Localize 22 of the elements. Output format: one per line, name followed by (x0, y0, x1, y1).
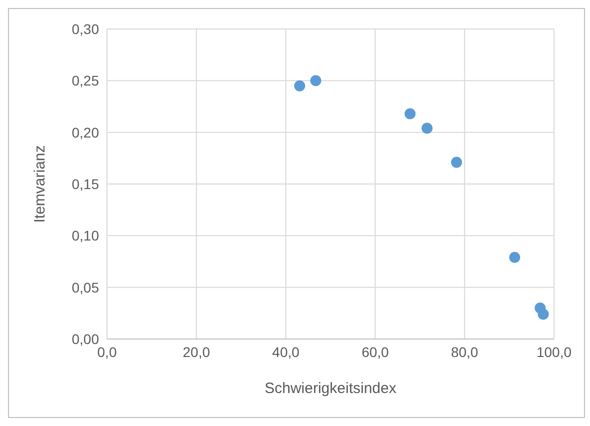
y-axis-title: Itemvarianz (31, 145, 48, 223)
x-tick-label: 40,0 (272, 344, 300, 360)
x-tick-label: 60,0 (362, 344, 390, 360)
point (451, 156, 462, 168)
x-axis-title: Schwierigkeitsindex (264, 380, 397, 397)
y-tick-label: 0,30 (72, 20, 100, 37)
point (404, 108, 416, 120)
y-tick-label: 0,15 (72, 176, 100, 192)
y-tick-label: 0,10 (72, 228, 100, 244)
y-tick-label: 0,20 (72, 124, 100, 140)
point (294, 80, 306, 92)
y-tick-label: 0,25 (72, 72, 100, 89)
y-tick-label: 0,00 (72, 330, 100, 347)
x-tick-label: 80,0 (450, 344, 478, 360)
y-tick-label: 0,05 (72, 279, 100, 296)
x-tick-label: 0,0 (97, 344, 117, 360)
point (509, 252, 520, 263)
x-tick-label: 100,0 (536, 344, 572, 360)
point (422, 122, 433, 134)
x-tick-label: 20,0 (182, 344, 210, 360)
point (538, 308, 549, 320)
point (310, 75, 322, 86)
